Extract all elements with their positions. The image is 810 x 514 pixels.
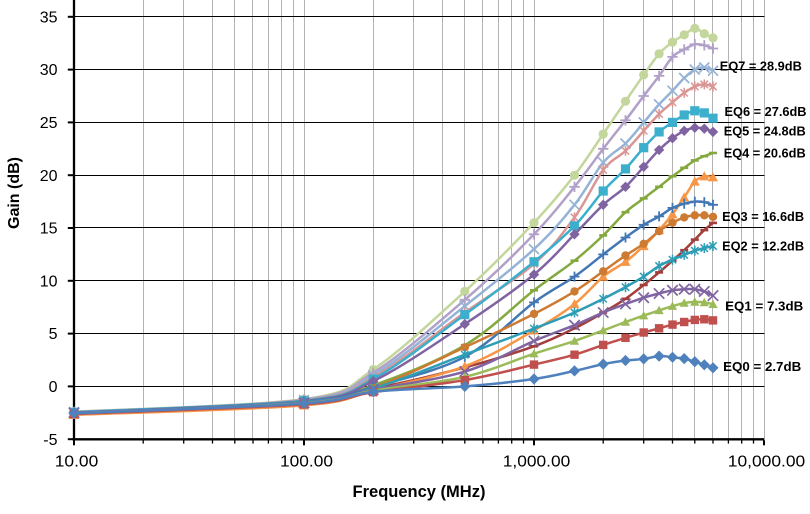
svg-text:15: 15	[40, 221, 58, 238]
svg-text:EQ5 = 24.8dB: EQ5 = 24.8dB	[724, 124, 806, 139]
svg-text:Gain (dB): Gain (dB)	[6, 157, 23, 229]
svg-text:35: 35	[40, 9, 58, 26]
svg-text:EQ2 = 12.2dB: EQ2 = 12.2dB	[722, 238, 804, 253]
svg-text:10,000.00: 10,000.00	[728, 454, 806, 471]
svg-text:5: 5	[49, 326, 58, 343]
svg-text:EQ6 = 27.6dB: EQ6 = 27.6dB	[725, 104, 807, 119]
svg-text:25: 25	[40, 115, 58, 132]
svg-text:EQ4 = 20.6dB: EQ4 = 20.6dB	[724, 146, 806, 161]
svg-text:EQ3 = 16.6dB: EQ3 = 16.6dB	[722, 209, 804, 224]
svg-text:100.00: 100.00	[280, 454, 333, 471]
svg-text:-5: -5	[43, 432, 57, 449]
svg-text:10.00: 10.00	[55, 454, 99, 471]
svg-text:EQ7 = 28.9dB: EQ7 = 28.9dB	[720, 59, 802, 74]
svg-text:Frequency (MHz): Frequency (MHz)	[353, 483, 486, 501]
svg-text:EQ1 = 7.3dB: EQ1 = 7.3dB	[725, 299, 803, 314]
svg-text:EQ0 = 2.7dB: EQ0 = 2.7dB	[723, 359, 801, 374]
svg-text:10: 10	[40, 273, 58, 290]
svg-text:30: 30	[40, 62, 58, 79]
svg-text:1,000.00: 1,000.00	[503, 454, 571, 471]
svg-text:20: 20	[40, 168, 58, 185]
svg-text:0: 0	[49, 379, 58, 396]
